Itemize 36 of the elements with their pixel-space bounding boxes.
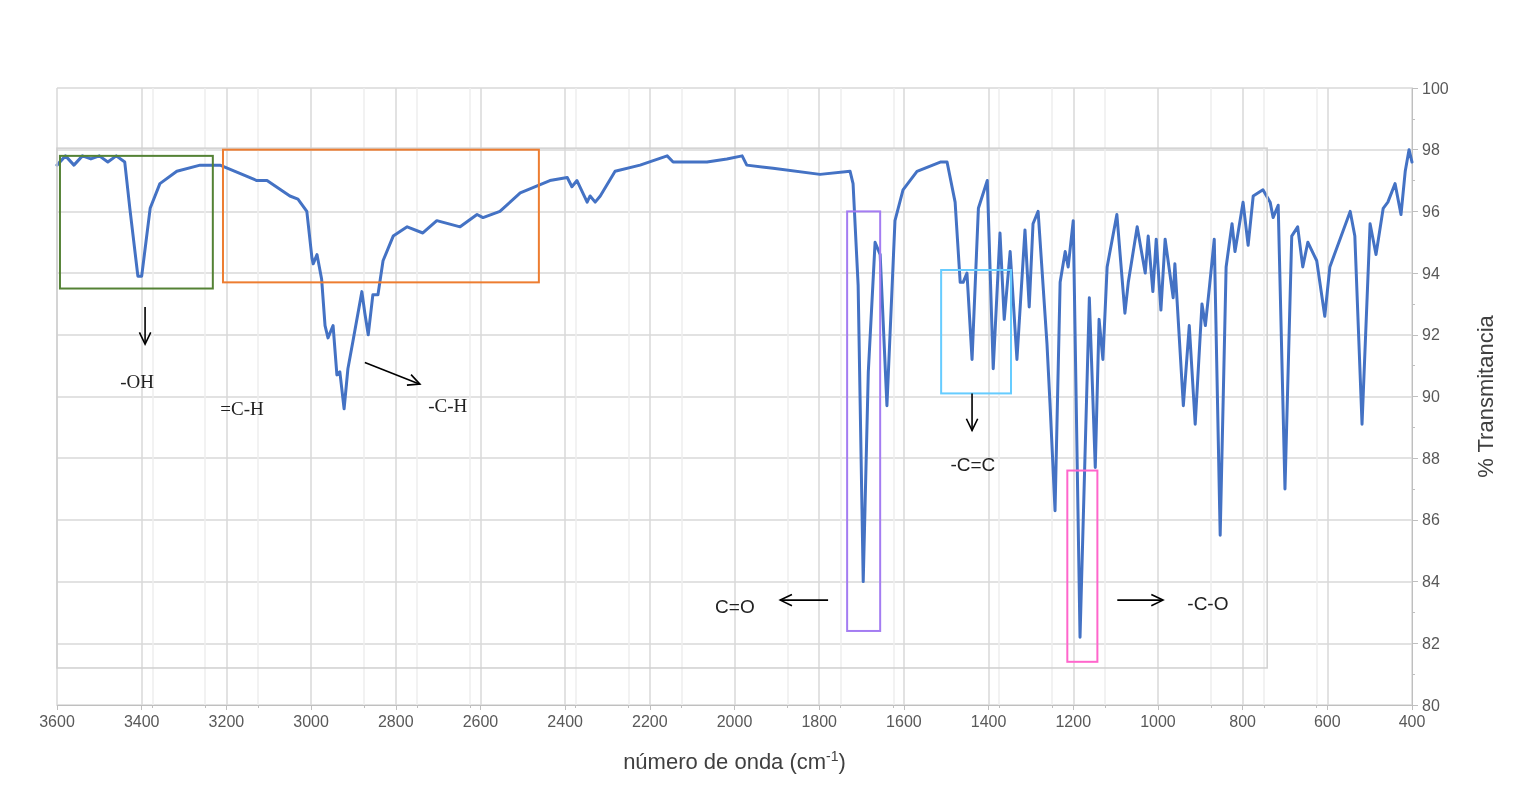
x-tick-label: 2200 xyxy=(632,712,668,730)
y-tick-label: 80 xyxy=(1422,696,1440,714)
x-tick-label: 3200 xyxy=(208,712,245,730)
y-tick-label: 96 xyxy=(1422,202,1440,220)
annotation: -C-O xyxy=(1187,592,1229,614)
y-tick-label: 90 xyxy=(1422,388,1440,405)
x-tick-label: 1000 xyxy=(1140,712,1176,730)
y-tick-label: 88 xyxy=(1422,449,1440,467)
x-tick-label: 2000 xyxy=(716,712,753,730)
annotation: -C=C xyxy=(950,453,996,475)
y-axis-title: % Transmitancia xyxy=(1472,314,1498,478)
annotation: -C-H xyxy=(428,395,468,417)
x-tick-label: 2800 xyxy=(377,712,414,730)
y-tick-label: 84 xyxy=(1422,573,1440,591)
x-tick-label: 2400 xyxy=(547,712,584,730)
annotation: C=O xyxy=(715,595,755,617)
y-tick-label: 94 xyxy=(1422,264,1440,282)
x-tick-label: 3600 xyxy=(39,712,75,730)
x-tick-label: 3000 xyxy=(293,712,329,730)
x-tick-label: 3400 xyxy=(123,712,160,730)
y-tick-label: 82 xyxy=(1422,634,1440,652)
y-tick-label: 98 xyxy=(1422,141,1440,159)
x-tick-label: 1200 xyxy=(1055,712,1092,730)
y-tick-label: 100 xyxy=(1422,79,1449,97)
x-tick-label: 1600 xyxy=(886,712,922,730)
y-tick-label: 92 xyxy=(1422,326,1440,344)
x-tick-label: 600 xyxy=(1313,712,1341,730)
x-tick-label: 2600 xyxy=(462,712,499,730)
x-tick-label: 1800 xyxy=(801,712,838,730)
x-tick-label: 400 xyxy=(1398,712,1426,730)
x-tick-label: 1400 xyxy=(970,712,1007,730)
y-tick-label: 86 xyxy=(1422,511,1440,529)
annotation: -OH xyxy=(120,370,155,392)
line-series xyxy=(55,148,1414,639)
x-tick-label: 800 xyxy=(1229,712,1257,730)
annotation: =C-H xyxy=(220,398,265,420)
